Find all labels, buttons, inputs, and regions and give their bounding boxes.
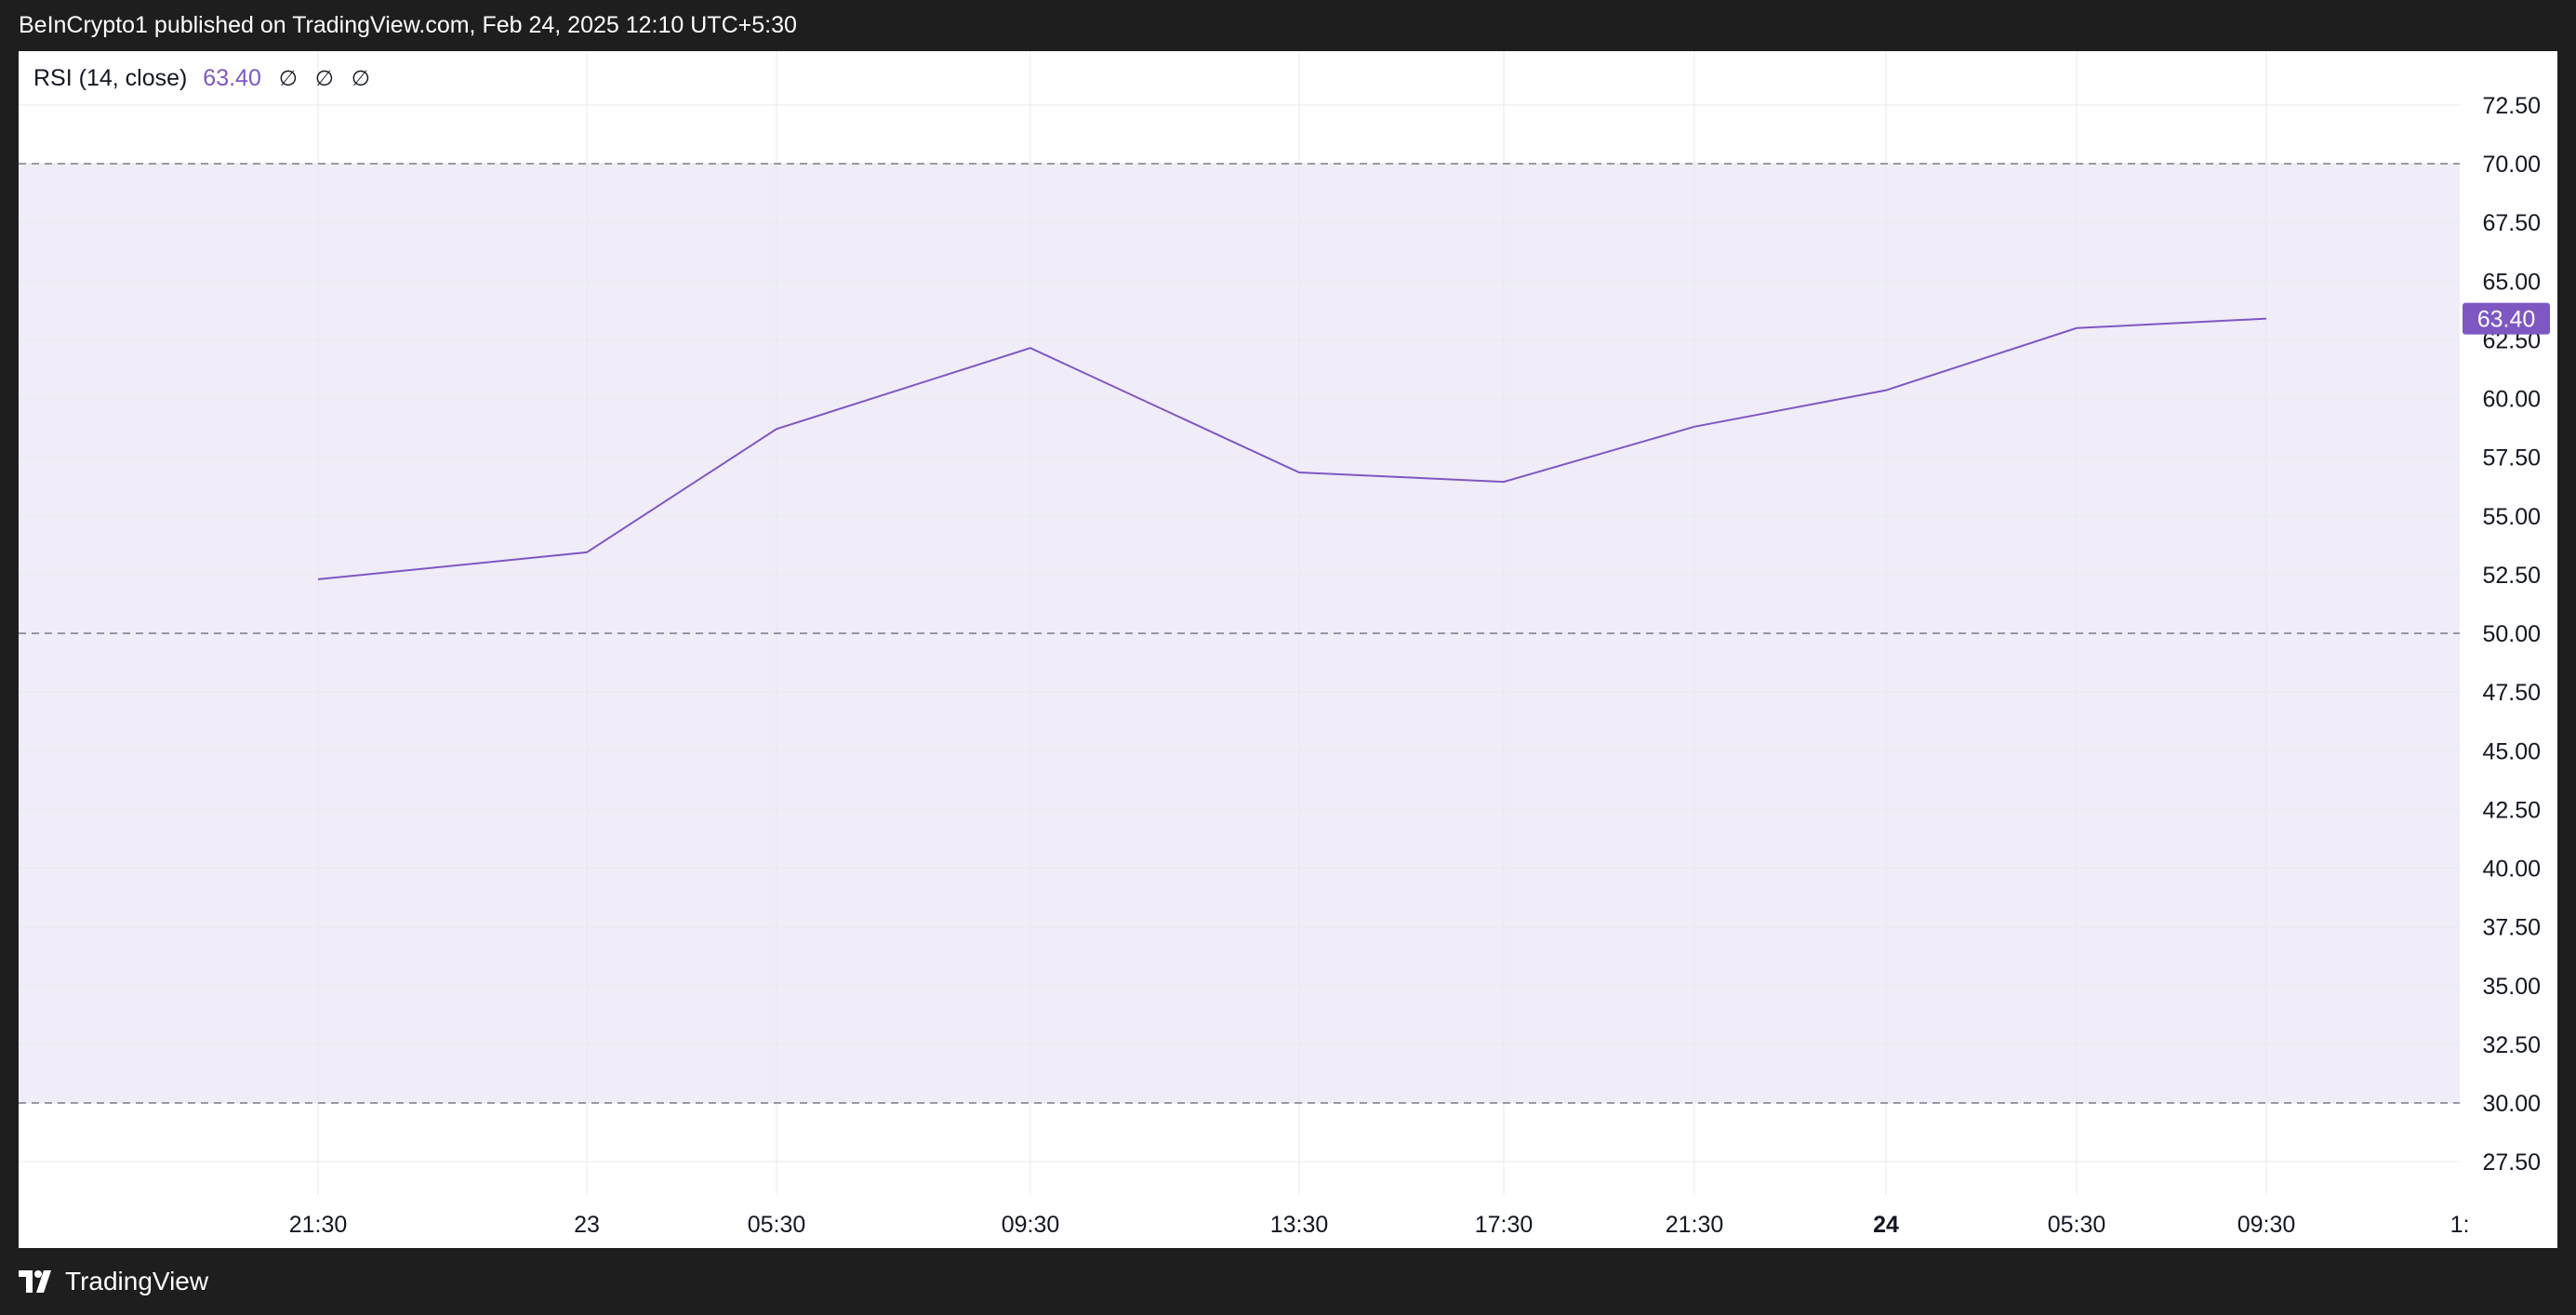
na-mark-1: ∅ [278, 66, 298, 90]
indicator-name[interactable]: RSI (14, close) [33, 65, 188, 91]
y-tick-label-15: 35.00 [2482, 974, 2541, 1000]
y-tick-label-3: 65.00 [2482, 269, 2541, 295]
tradingview-icon [19, 1270, 51, 1293]
y-tick-label-5: 60.00 [2482, 387, 2541, 413]
y-tick-label-16: 32.50 [2482, 1032, 2541, 1058]
x-tick-label-3: 09:30 [1002, 1212, 1060, 1238]
y-tick-label-18: 27.50 [2482, 1149, 2541, 1176]
last-value-badge-label: 63.40 [2477, 307, 2536, 333]
chart-pane[interactable]: 72.50 70.00 67.50 65.00 62.50 60.00 57.50 55.00… [19, 51, 2557, 1248]
tradingview-logo[interactable]: TradingView [19, 1267, 208, 1296]
x-tick-label-0: 21:30 [289, 1212, 348, 1238]
x-tick-label-4: 13:30 [1270, 1212, 1329, 1238]
attribution-text: BeInCrypto1 published on TradingView.com… [19, 12, 797, 38]
x-tick-label-1: 23 [574, 1212, 600, 1238]
x-tick-label-partial: 1: [2450, 1212, 2470, 1238]
indicator-value: 63.40 [203, 65, 261, 91]
x-tick-label-8: 05:30 [2048, 1212, 2106, 1238]
tradingview-brand: TradingView [65, 1267, 209, 1295]
indicator-legend[interactable]: RSI (14, close) 63.40 ∅ ∅ ∅ [33, 65, 370, 92]
y-tick-label-1: 70.00 [2482, 152, 2541, 178]
y-tick-label-14: 37.50 [2482, 915, 2541, 941]
y-tick-label-11: 45.00 [2482, 738, 2541, 764]
attribution-bar: BeInCrypto1 published on TradingView.com… [0, 0, 2576, 51]
rsi-chart[interactable]: 72.5070.0067.5065.0062.5060.0057.5055.00… [19, 51, 2557, 1248]
y-tick-label-8: 52.50 [2482, 563, 2541, 589]
y-tick-label-17: 30.00 [2482, 1091, 2541, 1117]
x-tick-label-7: 24 [1873, 1212, 1899, 1238]
x-tick-label-2: 05:30 [748, 1212, 806, 1238]
y-tick-label-2: 67.50 [2482, 210, 2541, 236]
x-tick-label-6: 21:30 [1666, 1212, 1724, 1238]
rsi-line [317, 317, 2267, 580]
na-mark-3: ∅ [351, 66, 370, 90]
x-tick-label-5: 17:30 [1475, 1212, 1534, 1238]
y-tick-label-10: 47.50 [2482, 680, 2541, 706]
y-tick-label-7: 55.00 [2482, 504, 2541, 530]
last-value-badge [2463, 302, 2550, 335]
y-tick-label-0: 72.50 [2482, 93, 2541, 119]
y-tick-label-12: 42.50 [2482, 797, 2541, 823]
y-tick-label-13: 40.00 [2482, 857, 2541, 883]
x-tick-label-9: 09:30 [2237, 1212, 2296, 1238]
na-mark-2: ∅ [314, 66, 334, 90]
y-tick-label-6: 57.50 [2482, 445, 2541, 472]
y-tick-label-9: 50.00 [2482, 621, 2541, 647]
footer-bar: TradingView [0, 1248, 2576, 1315]
